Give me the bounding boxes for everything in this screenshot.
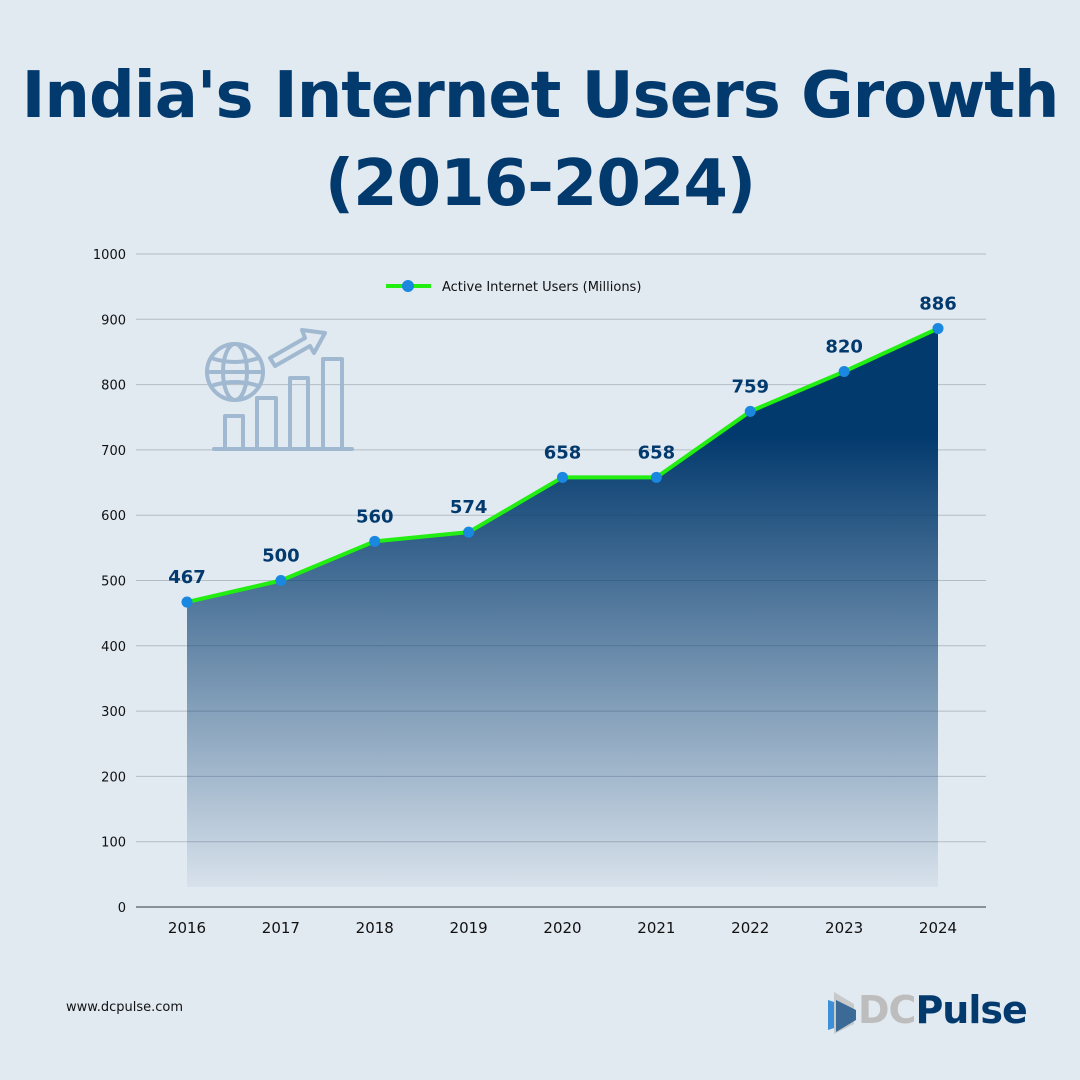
- data-label: 500: [262, 546, 300, 567]
- logo-text: DCPulse: [858, 986, 1028, 1034]
- x-tick-label: 2016: [168, 919, 206, 937]
- footer-url[interactable]: www.dcpulse.com: [66, 1000, 184, 1015]
- data-label: 574: [450, 497, 488, 518]
- logo-dc: DC: [858, 988, 916, 1032]
- data-point: [744, 405, 756, 417]
- data-label: 467: [168, 567, 206, 588]
- globe-growth-icon: [205, 328, 354, 451]
- y-tick-label: 1000: [93, 248, 126, 263]
- logo-mark-icon: [828, 992, 856, 1034]
- y-axis-labels: 0 100 200 300 400 500 600 700 800 900 1000: [93, 248, 126, 916]
- x-tick-label: 2021: [637, 919, 675, 937]
- y-tick-label: 800: [101, 379, 126, 394]
- x-tick-label: 2024: [919, 919, 957, 937]
- data-label: 658: [638, 442, 676, 463]
- page-title: India's Internet Users Growth (2016-2024…: [0, 52, 1080, 228]
- x-tick-label: 2017: [262, 919, 300, 937]
- area-fill: [187, 328, 938, 887]
- y-tick-label: 400: [101, 640, 126, 655]
- y-tick-label: 0: [118, 901, 126, 916]
- y-tick-label: 600: [101, 509, 126, 524]
- x-tick-label: 2018: [356, 919, 394, 937]
- x-tick-label: 2020: [543, 919, 581, 937]
- y-tick-label: 100: [101, 836, 126, 851]
- data-point: [557, 471, 568, 483]
- data-label: 658: [544, 442, 582, 463]
- title-line-2: (2016-2024): [324, 147, 756, 221]
- data-point: [275, 575, 287, 586]
- y-tick-label: 900: [101, 313, 126, 328]
- data-point: [650, 471, 662, 483]
- title-line-1: India's Internet Users Growth: [21, 59, 1060, 133]
- data-point: [838, 366, 850, 378]
- data-label: 886: [919, 293, 957, 314]
- x-axis-labels: 2016 2017 2018 2019 2020 2021 2022 2023 2024: [168, 919, 957, 937]
- data-label: 820: [825, 337, 863, 358]
- data-point: [181, 596, 193, 608]
- x-tick-label: 2022: [731, 919, 769, 937]
- legend: Active Internet Users (Millions): [386, 280, 641, 295]
- y-tick-label: 500: [101, 575, 126, 590]
- data-point: [463, 526, 475, 538]
- x-tick-label: 2019: [450, 919, 488, 937]
- legend-label: Active Internet Users (Millions): [442, 280, 641, 295]
- data-label: 560: [356, 506, 394, 527]
- data-point: [369, 535, 381, 547]
- y-tick-label: 200: [101, 770, 126, 785]
- y-tick-label: 700: [101, 444, 126, 459]
- y-tick-label: 300: [101, 705, 126, 720]
- data-point: [932, 322, 944, 334]
- logo-pulse: Pulse: [915, 988, 1027, 1032]
- x-tick-label: 2023: [825, 919, 863, 937]
- legend-marker-swatch: [402, 280, 414, 292]
- series-markers: [181, 322, 944, 608]
- data-labels: 467 500 560 574 658 658 759 820 886: [168, 293, 957, 588]
- dcpulse-logo: DCPulse: [826, 982, 1028, 1038]
- data-label: 759: [731, 376, 769, 397]
